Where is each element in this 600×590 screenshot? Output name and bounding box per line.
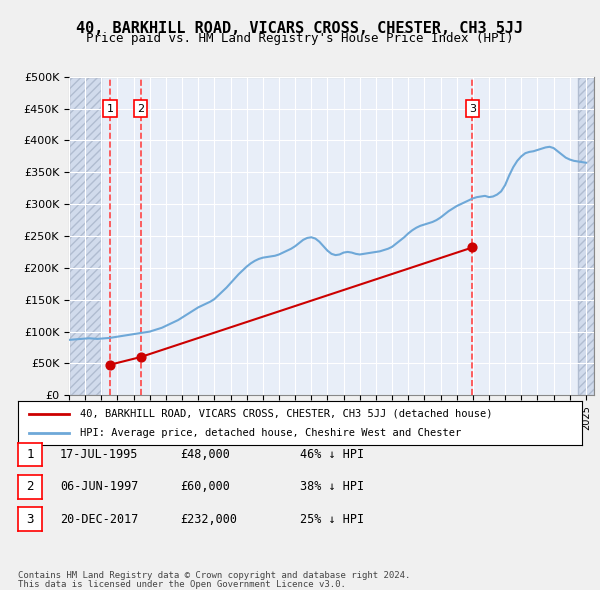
- Text: 06-JUN-1997: 06-JUN-1997: [60, 480, 139, 493]
- Bar: [578, 77, 594, 395]
- Point: [467, 242, 477, 252]
- Text: 40, BARKHILL ROAD, VICARS CROSS, CHESTER, CH3 5JJ (detached house): 40, BARKHILL ROAD, VICARS CROSS, CHESTER…: [80, 409, 493, 418]
- Text: Price paid vs. HM Land Registry's House Price Index (HPI): Price paid vs. HM Land Registry's House …: [86, 32, 514, 45]
- Text: 3: 3: [26, 513, 34, 526]
- Text: 20-DEC-2017: 20-DEC-2017: [60, 513, 139, 526]
- Text: HPI: Average price, detached house, Cheshire West and Chester: HPI: Average price, detached house, Ches…: [80, 428, 461, 438]
- Text: 46% ↓ HPI: 46% ↓ HPI: [300, 448, 364, 461]
- Text: 2: 2: [26, 480, 34, 493]
- Text: 25% ↓ HPI: 25% ↓ HPI: [300, 513, 364, 526]
- Text: 1: 1: [107, 104, 113, 113]
- Text: £232,000: £232,000: [180, 513, 237, 526]
- Point: [136, 352, 145, 362]
- Text: 3: 3: [469, 104, 476, 113]
- Text: 17-JUL-1995: 17-JUL-1995: [60, 448, 139, 461]
- Text: Contains HM Land Registry data © Crown copyright and database right 2024.: Contains HM Land Registry data © Crown c…: [18, 571, 410, 580]
- Text: £48,000: £48,000: [180, 448, 230, 461]
- Text: 38% ↓ HPI: 38% ↓ HPI: [300, 480, 364, 493]
- Text: 40, BARKHILL ROAD, VICARS CROSS, CHESTER, CH3 5JJ: 40, BARKHILL ROAD, VICARS CROSS, CHESTER…: [76, 21, 524, 35]
- Text: 1: 1: [26, 448, 34, 461]
- Bar: [578, 77, 594, 395]
- Text: This data is licensed under the Open Government Licence v3.0.: This data is licensed under the Open Gov…: [18, 579, 346, 589]
- Bar: [69, 77, 101, 395]
- Point: [105, 360, 115, 369]
- Text: 2: 2: [137, 104, 144, 113]
- Text: £60,000: £60,000: [180, 480, 230, 493]
- Bar: [69, 77, 101, 395]
